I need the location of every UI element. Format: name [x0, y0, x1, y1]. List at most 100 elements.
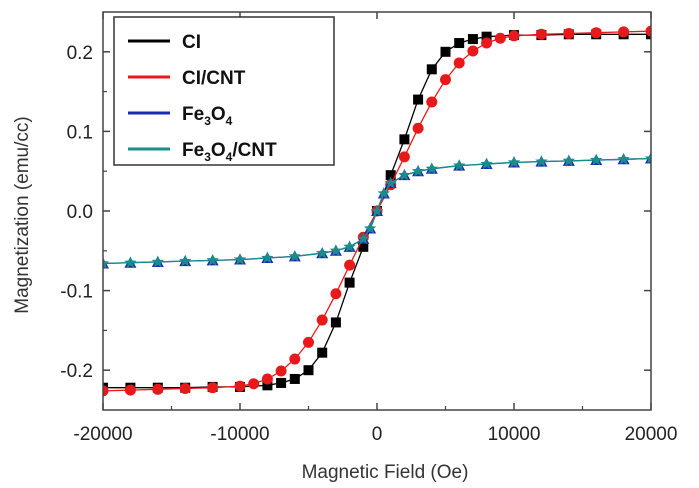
data-point: [398, 151, 410, 163]
data-point: [103, 385, 109, 397]
data-point: [275, 365, 287, 377]
data-point: [481, 31, 492, 42]
legend-label: Fe3O4: [182, 104, 233, 128]
data-point: [412, 122, 424, 134]
legend-label-part: 3: [204, 114, 211, 128]
legend-label-part: Fe: [182, 140, 204, 161]
data-point: [330, 288, 342, 300]
data-point: [289, 373, 300, 384]
data-point: [467, 34, 478, 45]
data-point: [426, 64, 437, 75]
data-point: [618, 26, 630, 38]
data-point: [480, 157, 493, 170]
data-point: [316, 246, 329, 259]
data-point: [179, 383, 191, 395]
data-point: [644, 152, 651, 164]
data-point: [316, 314, 328, 326]
y-tick-label: 0.2: [67, 43, 93, 64]
legend-label: Fe3O4/CNT: [182, 140, 277, 164]
data-point: [645, 25, 651, 37]
axes: -20000 -10000 0 10000 20000 -0.2 -0.1 0.0 0.1 0.2: [60, 11, 678, 445]
x-tick-label: -20000: [73, 424, 132, 445]
data-point: [398, 168, 411, 181]
data-point: [262, 380, 273, 391]
y-axis-title: Magnetization (emu/cc): [12, 116, 33, 313]
y-tick-label: -0.1: [60, 282, 93, 303]
data-point: [343, 240, 356, 253]
data-point: [425, 162, 438, 175]
data-point: [344, 277, 355, 288]
data-point: [317, 347, 328, 358]
data-layer: [103, 25, 651, 397]
data-point: [206, 253, 219, 266]
data-point: [344, 259, 356, 271]
data-point: [234, 380, 246, 392]
data-point: [358, 241, 369, 252]
data-point: [453, 159, 466, 171]
data-point: [535, 28, 547, 40]
data-point: [453, 57, 465, 69]
data-point: [179, 254, 192, 267]
data-point: [207, 382, 219, 394]
data-point: [124, 384, 136, 396]
legend-label-part: CI/CNT: [182, 68, 246, 89]
x-axis-title: Magnetic Field (Oe): [302, 462, 469, 483]
data-point: [562, 154, 575, 167]
plot-area: [103, 25, 651, 397]
data-point: [303, 365, 314, 376]
data-point: [152, 383, 164, 395]
data-point: [303, 336, 314, 348]
data-point: [289, 353, 301, 365]
data-point: [385, 170, 396, 181]
data-point: [467, 45, 479, 57]
legend-label-part: 4: [226, 150, 233, 164]
data-point: [454, 38, 465, 49]
data-point: [413, 94, 424, 105]
data-point: [370, 204, 384, 217]
y-tick-label: 0.1: [67, 122, 93, 143]
data-point: [151, 255, 164, 268]
y-tick-label: -0.2: [60, 361, 93, 382]
data-point: [124, 256, 137, 268]
data-point: [261, 251, 274, 264]
y-tick-label: 0.0: [67, 202, 93, 223]
data-point: [411, 164, 425, 177]
data-point: [563, 27, 575, 39]
x-tick-label: 20000: [625, 424, 678, 445]
data-point: [494, 32, 506, 44]
legend-label-part: 4: [226, 114, 233, 128]
data-point: [399, 134, 410, 145]
data-point: [617, 152, 630, 165]
data-point: [440, 46, 451, 57]
data-point: [507, 155, 521, 168]
data-point: [590, 153, 603, 166]
data-point: [590, 27, 602, 39]
data-point: [357, 232, 370, 245]
legend-label: CI/CNT: [182, 68, 246, 89]
data-point: [377, 187, 390, 199]
data-point: [103, 257, 110, 269]
data-point: [508, 30, 520, 42]
legend-label-part: /CNT: [232, 140, 277, 161]
legend-label: CI: [182, 32, 201, 53]
data-point: [426, 96, 438, 108]
data-point: [248, 378, 260, 390]
x-tick-label: -10000: [210, 424, 269, 445]
legend-label-part: Fe: [182, 104, 204, 125]
series-fe3o4-cnt: [103, 152, 651, 269]
data-point: [384, 176, 397, 189]
data-point: [440, 74, 451, 86]
legend-label-part: O: [211, 140, 226, 161]
data-point: [261, 373, 273, 385]
data-point: [233, 253, 247, 265]
data-point: [288, 249, 301, 262]
data-point: [535, 155, 548, 167]
data-point: [329, 244, 343, 257]
x-tick-label: 0: [372, 424, 383, 445]
data-point: [330, 317, 341, 328]
legend-label-part: O: [211, 104, 226, 125]
data-point: [481, 37, 493, 49]
